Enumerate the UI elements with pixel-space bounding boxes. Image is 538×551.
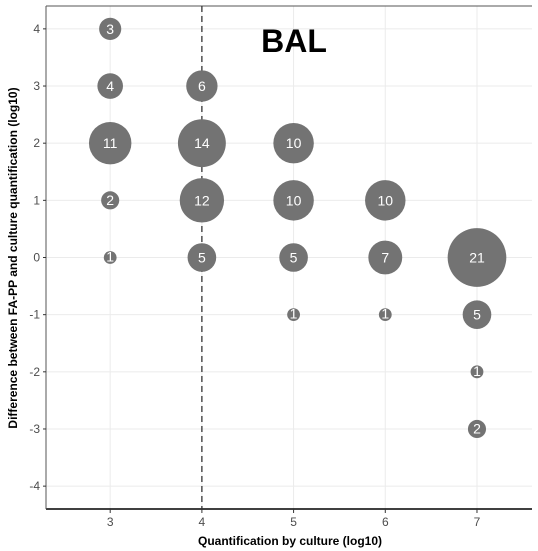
chart-title: BAL [261, 23, 327, 59]
bubble-count-label: 1 [473, 363, 481, 379]
y-tick-label: -2 [29, 365, 40, 379]
bubble [287, 308, 300, 322]
bubble-count-label: 3 [106, 21, 114, 37]
y-tick-label: -1 [29, 308, 40, 322]
bubble-count-label: 10 [377, 192, 393, 208]
bubble [187, 243, 217, 272]
bubble-count-label: 2 [473, 421, 481, 437]
bubble [177, 119, 226, 168]
bubble-count-label: 12 [194, 192, 210, 208]
x-tick-label: 5 [290, 515, 297, 529]
bubble-count-label: 5 [290, 250, 298, 266]
bubble [97, 73, 123, 99]
x-tick-label: 6 [382, 515, 389, 529]
bubble-count-label: 10 [286, 135, 302, 151]
bubble [365, 180, 406, 221]
bubble [88, 121, 132, 165]
bubble [447, 228, 507, 287]
bubble-count-label: 11 [103, 135, 118, 151]
y-tick-label: 3 [33, 79, 40, 93]
bubble-count-label: 2 [106, 192, 114, 208]
y-tick-label: 4 [33, 22, 40, 36]
bubble [186, 70, 218, 102]
bubble [368, 240, 403, 275]
bubble [467, 419, 487, 439]
bubble-count-label: 10 [286, 192, 302, 208]
x-tick-label: 4 [199, 515, 206, 529]
bubble-count-label: 1 [290, 306, 298, 322]
y-axis-title: Difference between FA-PP and culture qua… [6, 87, 20, 428]
x-tick-label: 7 [474, 515, 481, 529]
bubble [273, 180, 314, 221]
bubble-count-label: 5 [198, 250, 206, 266]
axes [43, 5, 532, 513]
x-axis-title: Quantification by culture (log10) [198, 534, 382, 548]
y-tick-label: 0 [33, 251, 40, 265]
bubble [273, 122, 314, 164]
bubble-count-label: 5 [473, 307, 481, 323]
y-tick-label: 1 [33, 193, 40, 207]
y-tick-label: -3 [29, 422, 40, 436]
bubble [99, 17, 122, 40]
bubble [279, 243, 308, 272]
y-tick-label: -4 [29, 479, 40, 493]
bubble [179, 178, 225, 223]
bubble-count-label: 14 [194, 135, 210, 151]
bubble [470, 365, 484, 379]
bubble-count-label: 6 [198, 78, 206, 94]
bubble-count-label: 7 [381, 250, 389, 266]
bubble [378, 308, 392, 322]
bubble [103, 251, 117, 264]
bubble-count-label: 21 [469, 250, 485, 266]
x-tick-label: 3 [107, 515, 114, 529]
bubble-count-label: 1 [381, 306, 389, 322]
bubble-count-label: 4 [106, 78, 114, 94]
y-tick-label: 2 [33, 136, 40, 150]
bubble [462, 300, 492, 329]
bubble [101, 191, 120, 210]
bubble-count-label: 1 [106, 248, 114, 264]
